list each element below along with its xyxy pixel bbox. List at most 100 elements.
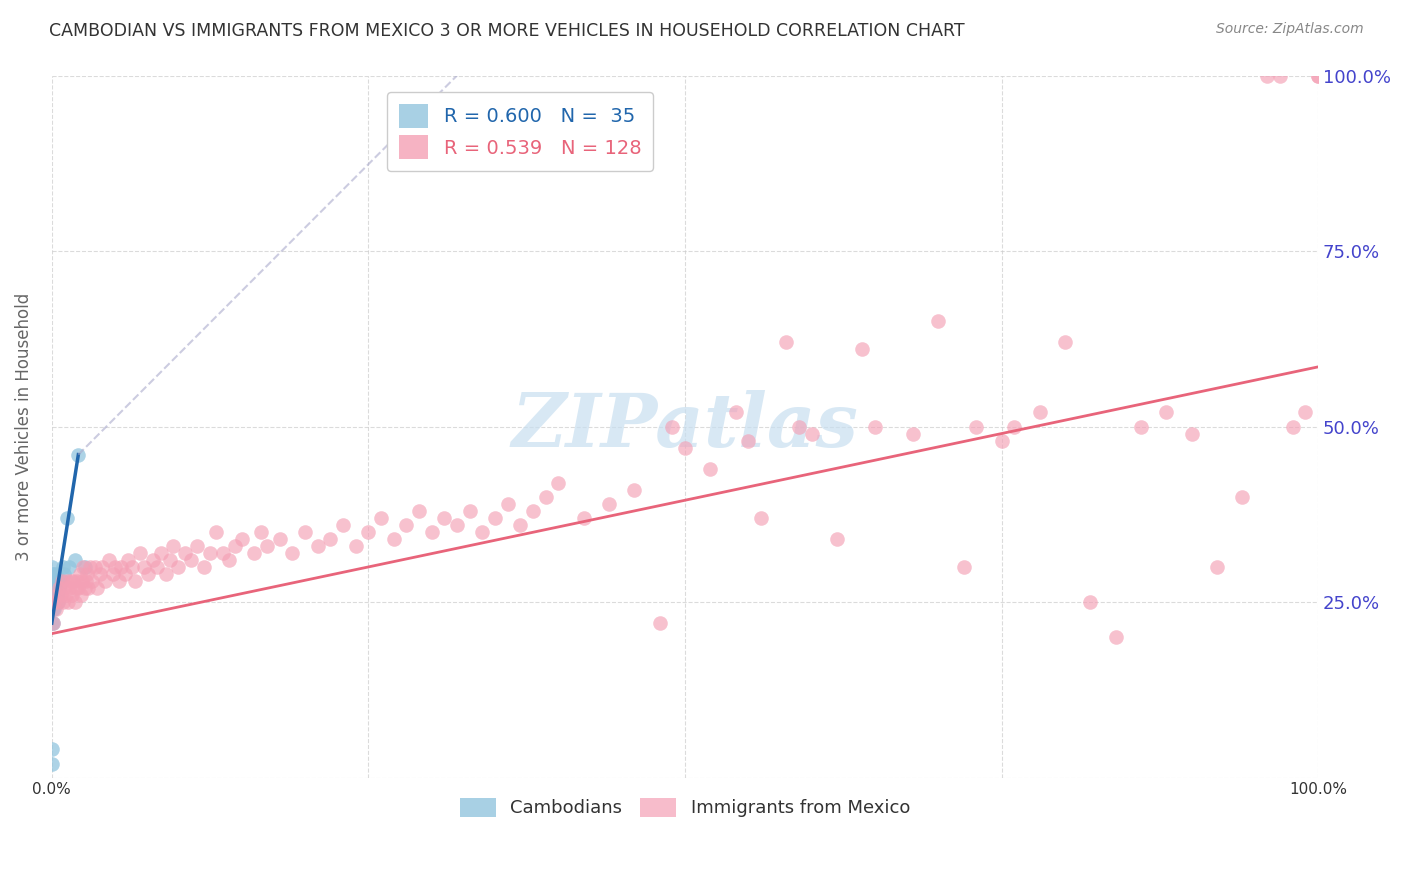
Point xyxy=(420,524,443,539)
Point xyxy=(142,553,165,567)
Point xyxy=(42,602,65,616)
Point xyxy=(1002,419,1025,434)
Point xyxy=(67,448,90,462)
Point xyxy=(55,588,77,602)
Point xyxy=(41,742,63,756)
Point xyxy=(86,581,108,595)
Point xyxy=(70,574,93,588)
Point xyxy=(572,510,595,524)
Point xyxy=(1104,630,1126,644)
Point xyxy=(224,539,246,553)
Point xyxy=(44,574,66,588)
Point xyxy=(1281,419,1303,434)
Point xyxy=(787,419,810,434)
Point xyxy=(1154,405,1177,419)
Point xyxy=(48,581,70,595)
Point xyxy=(82,574,104,588)
Point xyxy=(62,574,84,588)
Point xyxy=(67,581,90,595)
Point xyxy=(522,504,544,518)
Point xyxy=(45,602,67,616)
Point xyxy=(173,546,195,560)
Point xyxy=(121,560,143,574)
Point xyxy=(357,524,380,539)
Point xyxy=(60,588,83,602)
Point xyxy=(63,595,86,609)
Point xyxy=(73,560,96,574)
Point xyxy=(41,560,63,574)
Point xyxy=(41,595,63,609)
Point xyxy=(108,574,131,588)
Point xyxy=(249,524,271,539)
Point xyxy=(863,419,886,434)
Point xyxy=(44,595,66,609)
Point xyxy=(1129,419,1152,434)
Point xyxy=(1078,595,1101,609)
Point xyxy=(45,581,67,595)
Point xyxy=(94,574,117,588)
Point xyxy=(990,434,1012,448)
Point xyxy=(534,490,557,504)
Point xyxy=(547,475,569,490)
Point xyxy=(205,524,228,539)
Point xyxy=(952,560,974,574)
Point xyxy=(1268,69,1291,83)
Point xyxy=(167,560,190,574)
Point xyxy=(623,483,645,497)
Point xyxy=(44,581,66,595)
Point xyxy=(458,504,481,518)
Point xyxy=(75,574,97,588)
Point xyxy=(42,595,65,609)
Point xyxy=(281,546,304,560)
Y-axis label: 3 or more Vehicles in Household: 3 or more Vehicles in Household xyxy=(15,293,32,561)
Point xyxy=(737,434,759,448)
Point xyxy=(41,574,63,588)
Point xyxy=(114,566,136,581)
Point xyxy=(59,574,82,588)
Point xyxy=(800,426,823,441)
Point xyxy=(965,419,987,434)
Point xyxy=(45,574,67,588)
Point xyxy=(395,517,418,532)
Point xyxy=(65,581,87,595)
Point xyxy=(41,616,63,631)
Point xyxy=(41,756,63,771)
Point xyxy=(89,566,111,581)
Point xyxy=(42,616,65,631)
Point xyxy=(825,532,848,546)
Point xyxy=(1308,69,1330,83)
Point xyxy=(218,553,240,567)
Point xyxy=(243,546,266,560)
Point xyxy=(294,524,316,539)
Point xyxy=(48,581,70,595)
Point xyxy=(471,524,494,539)
Point xyxy=(673,441,696,455)
Point xyxy=(41,588,63,602)
Point xyxy=(134,560,156,574)
Point xyxy=(44,602,66,616)
Text: ZIPatlas: ZIPatlas xyxy=(512,391,859,463)
Point xyxy=(117,553,139,567)
Point xyxy=(53,566,76,581)
Point xyxy=(648,616,671,631)
Point xyxy=(69,566,91,581)
Point xyxy=(51,574,73,588)
Point xyxy=(41,602,63,616)
Point xyxy=(45,595,67,609)
Point xyxy=(433,510,456,524)
Point xyxy=(699,461,721,475)
Point xyxy=(231,532,253,546)
Point xyxy=(146,560,169,574)
Point xyxy=(58,581,80,595)
Point xyxy=(382,532,405,546)
Point xyxy=(661,419,683,434)
Point xyxy=(901,426,924,441)
Point xyxy=(70,588,93,602)
Point xyxy=(1256,69,1278,83)
Point xyxy=(749,510,772,524)
Point xyxy=(124,574,146,588)
Point xyxy=(72,560,94,574)
Point xyxy=(332,517,354,532)
Point xyxy=(51,574,73,588)
Point xyxy=(56,510,79,524)
